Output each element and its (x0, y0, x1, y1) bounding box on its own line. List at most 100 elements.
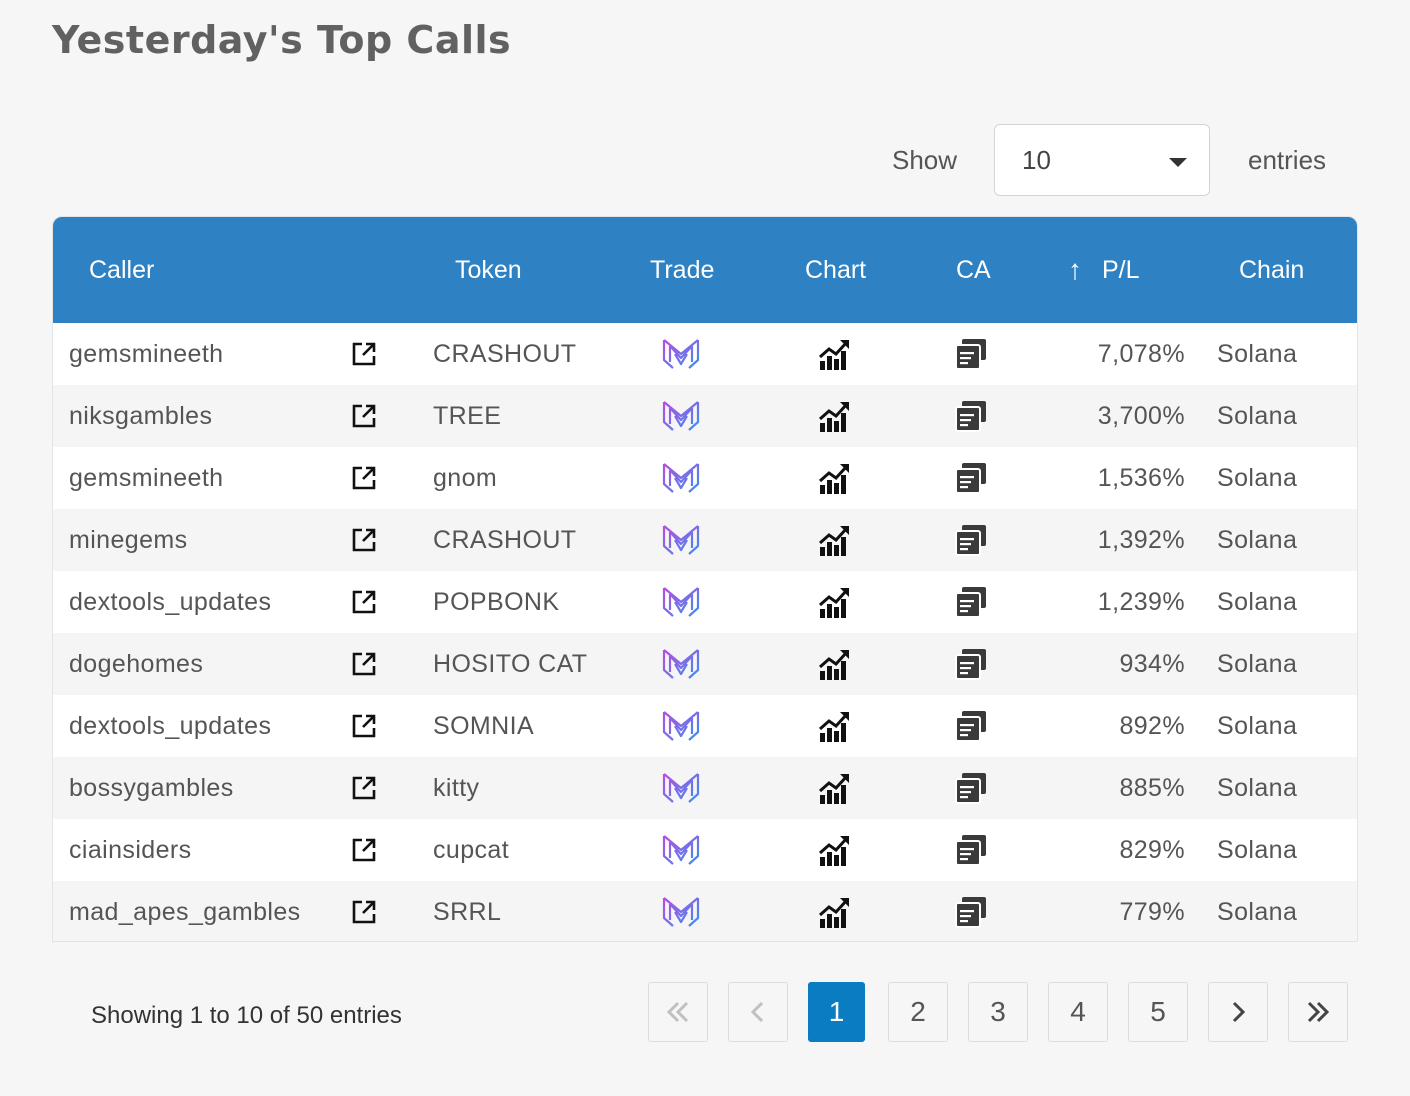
table-row: gemsmineeth CRASHOUT 7,078% Solana (53, 323, 1357, 385)
pl-cell: 892% (1119, 711, 1185, 740)
external-link-icon[interactable] (349, 323, 379, 385)
trade-logo-icon[interactable] (661, 695, 701, 757)
caller-cell: dogehomes (69, 649, 204, 678)
page-1-button[interactable]: 1 (808, 982, 865, 1042)
caller-cell: gemsmineeth (69, 463, 224, 492)
pl-cell: 779% (1119, 897, 1185, 926)
external-link-icon[interactable] (349, 695, 379, 757)
length-control: Show 10 entries (892, 124, 1326, 196)
token-cell: cupcat (433, 835, 510, 864)
col-caller[interactable]: Caller (89, 217, 154, 323)
first-page-button[interactable] (648, 982, 708, 1042)
pl-cell: 3,700% (1097, 401, 1185, 430)
table-body: gemsmineeth CRASHOUT 7,078% Solana niksgambl… (53, 323, 1357, 941)
external-link-icon[interactable] (349, 633, 379, 695)
chart-icon[interactable] (817, 819, 853, 881)
copy-icon[interactable] (953, 571, 989, 633)
copy-icon[interactable] (953, 819, 989, 881)
external-link-icon[interactable] (349, 881, 379, 941)
chart-icon[interactable] (817, 385, 853, 447)
chain-cell: Solana (1217, 773, 1298, 802)
table-row: ciainsiders cupcat 829% Solana (53, 819, 1357, 881)
pl-cell: 829% (1119, 835, 1185, 864)
trade-logo-icon[interactable] (661, 819, 701, 881)
copy-icon[interactable] (953, 385, 989, 447)
chart-icon[interactable] (817, 757, 853, 819)
chart-icon[interactable] (817, 447, 853, 509)
col-ca[interactable]: CA (956, 217, 991, 323)
page-5-button[interactable]: 5 (1128, 982, 1188, 1042)
token-cell: POPBONK (433, 587, 560, 616)
copy-icon[interactable] (953, 757, 989, 819)
chain-cell: Solana (1217, 463, 1298, 492)
copy-icon[interactable] (953, 633, 989, 695)
copy-icon[interactable] (953, 447, 989, 509)
chart-icon[interactable] (817, 695, 853, 757)
caller-cell: dextools_updates (69, 587, 272, 616)
last-page-button[interactable] (1288, 982, 1348, 1042)
page-3-button[interactable]: 3 (968, 982, 1028, 1042)
trade-logo-icon[interactable] (661, 881, 701, 941)
next-page-button[interactable] (1208, 982, 1268, 1042)
pl-cell: 1,392% (1097, 525, 1185, 554)
copy-icon[interactable] (953, 695, 989, 757)
table-row: dextools_updates POPBONK 1,239% Solana (53, 571, 1357, 633)
trade-logo-icon[interactable] (661, 757, 701, 819)
chain-cell: Solana (1217, 897, 1298, 926)
chart-icon[interactable] (817, 571, 853, 633)
col-trade[interactable]: Trade (650, 217, 714, 323)
double-chevron-left-icon (666, 1001, 689, 1023)
col-token[interactable]: Token (455, 217, 522, 323)
table-row: minegems CRASHOUT 1,392% Solana (53, 509, 1357, 571)
page-2-button[interactable]: 2 (888, 982, 948, 1042)
copy-icon[interactable] (953, 509, 989, 571)
prev-page-button[interactable] (728, 982, 788, 1042)
chain-cell: Solana (1217, 835, 1298, 864)
chain-cell: Solana (1217, 339, 1298, 368)
caller-cell: dextools_updates (69, 711, 272, 740)
col-token-label: Token (455, 255, 522, 284)
external-link-icon[interactable] (349, 819, 379, 881)
external-link-icon[interactable] (349, 757, 379, 819)
chart-icon[interactable] (817, 323, 853, 385)
trade-logo-icon[interactable] (661, 385, 701, 447)
chart-icon[interactable] (817, 881, 853, 941)
token-cell: SRRL (433, 897, 502, 926)
chart-icon[interactable] (817, 509, 853, 571)
chain-cell: Solana (1217, 401, 1298, 430)
trade-logo-icon[interactable] (661, 447, 701, 509)
page-title: Yesterday's Top Calls (52, 18, 512, 62)
trade-logo-icon[interactable] (661, 571, 701, 633)
token-cell: kitty (433, 773, 480, 802)
trade-logo-icon[interactable] (661, 509, 701, 571)
pl-cell: 934% (1119, 649, 1185, 678)
sort-arrow-icon: ↑ (1068, 254, 1082, 285)
table-row: dogehomes HOSITO CAT 934% Solana (53, 633, 1357, 695)
col-trade-label: Trade (650, 255, 715, 284)
entries-select-value: 10 (1022, 144, 1051, 175)
col-chart[interactable]: Chart (805, 217, 866, 323)
caret-down-icon (1169, 158, 1187, 167)
copy-icon[interactable] (953, 881, 989, 941)
page-4-button[interactable]: 4 (1048, 982, 1108, 1042)
chain-cell: Solana (1217, 587, 1298, 616)
trade-logo-icon[interactable] (661, 633, 701, 695)
token-cell: SOMNIA (433, 711, 535, 740)
table-row: gemsmineeth gnom 1,536% Solana (53, 447, 1357, 509)
col-caller-label: Caller (89, 255, 155, 284)
chart-icon[interactable] (817, 633, 853, 695)
external-link-icon[interactable] (349, 571, 379, 633)
caller-cell: gemsmineeth (69, 339, 224, 368)
col-chain[interactable]: Chain (1239, 217, 1304, 323)
table-row: bossygambles kitty 885% Solana (53, 757, 1357, 819)
caller-cell: bossygambles (69, 773, 234, 802)
copy-icon[interactable] (953, 323, 989, 385)
trade-logo-icon[interactable] (661, 323, 701, 385)
entries-label: entries (1248, 144, 1327, 175)
entries-select[interactable]: 10 (994, 124, 1210, 196)
external-link-icon[interactable] (349, 509, 379, 571)
caller-cell: ciainsiders (69, 835, 192, 864)
external-link-icon[interactable] (349, 385, 379, 447)
col-pl[interactable]: ↑ P/L (1068, 217, 1140, 323)
external-link-icon[interactable] (349, 447, 379, 509)
